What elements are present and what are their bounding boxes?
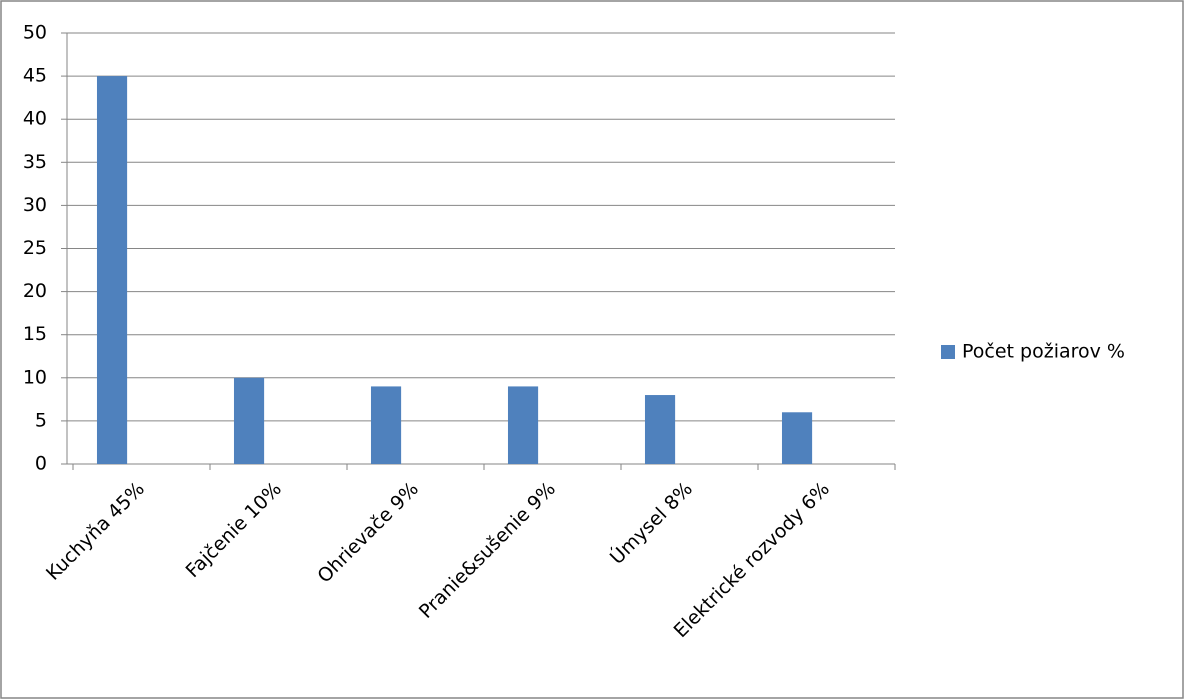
bar [781,412,813,464]
y-tick-label: 40 [23,108,47,130]
y-tick-label: 30 [23,194,47,216]
y-tick-label: 0 [35,453,47,475]
legend-label: Počet požiarov % [962,341,1125,363]
y-tick-label: 45 [23,65,47,87]
y-tick-label: 25 [23,237,47,259]
bar [644,395,676,464]
y-tick-label: 50 [23,22,47,44]
legend-swatch [941,345,955,359]
bar [370,386,402,464]
y-tick-label: 35 [23,151,47,173]
y-tick-label: 5 [35,409,47,431]
bar [96,76,128,464]
bar [233,377,265,464]
y-tick-label: 20 [23,280,47,302]
bar [507,386,539,464]
y-tick-label: 10 [23,366,47,388]
y-tick-label: 15 [23,323,47,345]
